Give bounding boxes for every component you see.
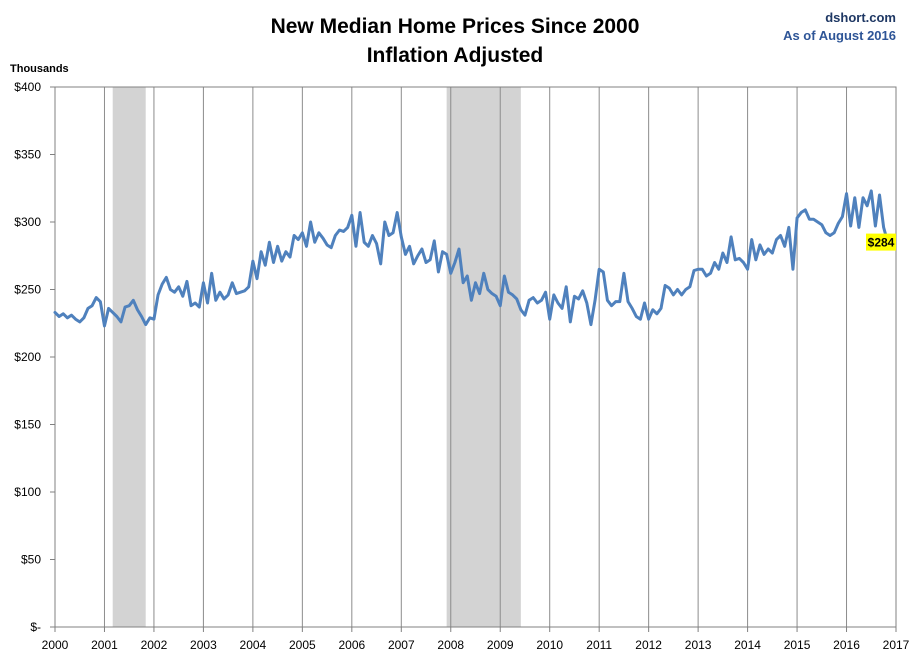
recession-band (112, 87, 146, 627)
y-tick-labels: $- $50 $100 $150 $200 $250 $300 $350 $400 (14, 80, 55, 634)
callout-label: $284 (868, 236, 895, 250)
x-tick-label: 2000 (42, 638, 69, 652)
chart-title: New Median Home Prices Since 2000 (271, 15, 640, 38)
x-tick-label: 2008 (437, 638, 464, 652)
y-axis-unit: Thousands (10, 63, 69, 75)
y-tick-label: $350 (14, 148, 41, 162)
x-tick-label: 2001 (91, 638, 118, 652)
y-tick-label: $200 (14, 350, 41, 364)
y-tick-label: $- (30, 620, 41, 634)
callout-background (866, 233, 896, 251)
x-tick-label: 2014 (734, 638, 761, 652)
x-tick-label: 2003 (190, 638, 217, 652)
x-tick-label: 2016 (833, 638, 860, 652)
source-date: As of August 2016 (783, 28, 896, 43)
x-tick-label: 2006 (338, 638, 365, 652)
x-tick-label: 2004 (240, 638, 267, 652)
x-tick-label: 2011 (586, 638, 612, 652)
y-tick-label: $400 (14, 80, 41, 94)
y-tick-label: $150 (14, 418, 41, 432)
x-tick-label: 2007 (388, 638, 415, 652)
x-tick-label: 2015 (784, 638, 811, 652)
recession-band (446, 87, 521, 627)
x-tick-label: 2002 (141, 638, 168, 652)
last-value-callout: $284 (866, 233, 896, 251)
source-name: dshort.com (825, 10, 896, 25)
x-tick-label: 2005 (289, 638, 316, 652)
y-tick-label: $300 (14, 215, 41, 229)
x-tick-label: 2017 (883, 638, 910, 652)
y-tick-label: $100 (14, 485, 41, 499)
x-tick-label: 2013 (685, 638, 712, 652)
y-tick-label: $250 (14, 283, 41, 297)
y-tick-label: $50 (21, 553, 41, 567)
x-tick-labels: 2000 2001 2002 2003 2004 2005 2006 2007 2008 2009… (42, 627, 910, 652)
x-tick-label: 2012 (635, 638, 662, 652)
recession-bands (112, 87, 521, 627)
x-tick-label: 2009 (487, 638, 514, 652)
series-path (53, 189, 894, 328)
x-tick-label: 2010 (536, 638, 563, 652)
chart-subtitle: Inflation Adjusted (367, 44, 544, 67)
series-line (53, 189, 894, 328)
